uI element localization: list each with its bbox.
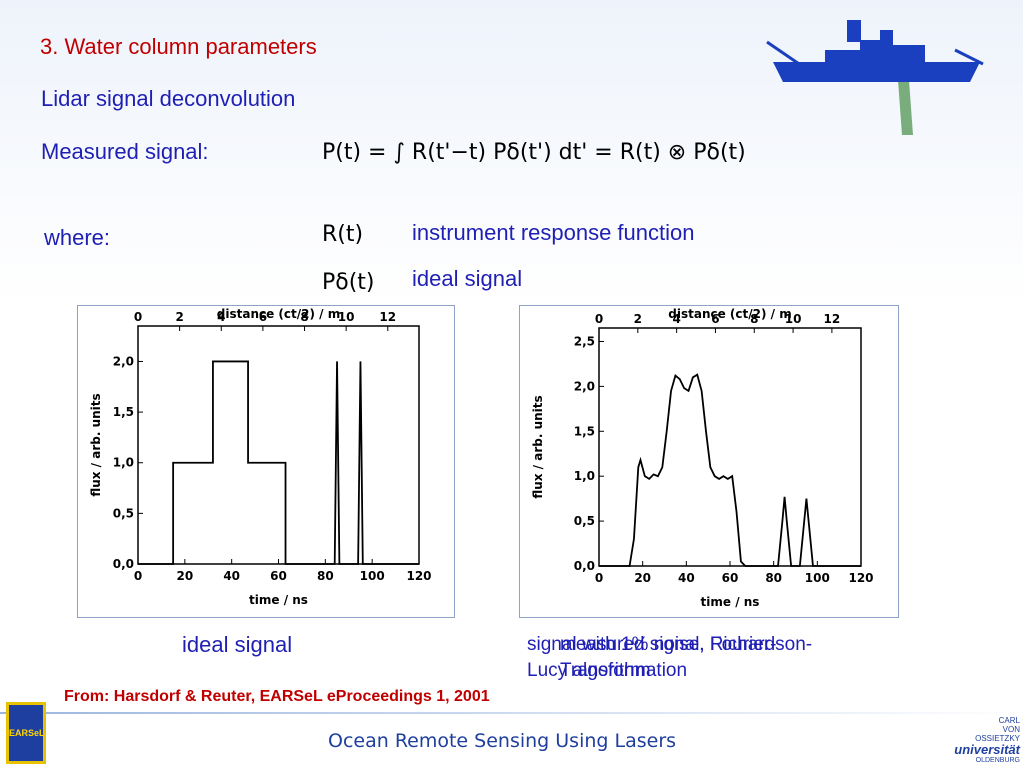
x2-tick-label: 4 bbox=[672, 312, 680, 326]
x-tick-label: 20 bbox=[634, 571, 651, 585]
footer: Ocean Remote Sensing Using Lasers bbox=[328, 730, 677, 752]
y-tick-label: 2,5 bbox=[574, 334, 595, 348]
formula: P(t) = ∫ R(t'−t) Pδ(t') dt' = R(t) ⊗ Pδ(… bbox=[322, 140, 746, 165]
chart: 0 20 40 60 80 100 120 0 2 4 6 8 10 12 0,0 0,5 1,0 1,5 2,0 2… bbox=[519, 305, 899, 618]
x-tick-label: 80 bbox=[765, 571, 782, 585]
term-symbol: Pδ(t) bbox=[322, 270, 375, 295]
x2-axis-label: distance (ct/2) / m bbox=[668, 307, 791, 321]
x-tick-label: 120 bbox=[406, 569, 431, 583]
heading: 3. Water column parameters bbox=[40, 34, 317, 59]
x2-tick-label: 12 bbox=[379, 310, 396, 324]
term-meaning: ideal signal bbox=[412, 266, 523, 291]
x2-tick-label: 6 bbox=[259, 310, 267, 324]
logo-text: CARL bbox=[998, 716, 1020, 725]
x2-axis-label: distance (ct/2) / m bbox=[217, 307, 340, 321]
x-axis-label: time / ns bbox=[701, 595, 760, 609]
x-tick-label: 60 bbox=[270, 569, 287, 583]
logo-text: VON bbox=[1002, 725, 1020, 734]
subheading: Lidar signal deconvolution bbox=[41, 86, 296, 111]
plot-frame bbox=[137, 325, 420, 565]
x2-tick-label: 6 bbox=[711, 312, 719, 326]
x-tick-label: 120 bbox=[848, 571, 873, 585]
y-axis-label: flux / arb. units bbox=[89, 393, 103, 496]
y-tick-label: 0,0 bbox=[113, 557, 134, 571]
logo-text: universität bbox=[954, 742, 1020, 757]
signal-line bbox=[138, 360, 419, 565]
x-tick-label: 40 bbox=[223, 569, 240, 583]
y-tick-label: 0,5 bbox=[113, 506, 134, 520]
y-axis-label: flux / arb. units bbox=[531, 395, 545, 498]
x2-tick-label: 0 bbox=[134, 310, 142, 324]
x-tick-label: 100 bbox=[805, 571, 830, 585]
x-tick-label: 20 bbox=[176, 569, 193, 583]
x2-tick-label: 2 bbox=[175, 310, 183, 324]
x-tick-label: 0 bbox=[595, 571, 603, 585]
y-tick-label: 0,0 bbox=[574, 559, 595, 573]
x2-tick-label: 10 bbox=[785, 312, 802, 326]
where-label: where: bbox=[44, 225, 111, 250]
y-tick-label: 1,5 bbox=[113, 405, 134, 419]
y-tick-label: 2,0 bbox=[113, 354, 134, 368]
term-meaning: instrument response function bbox=[412, 220, 695, 245]
x2-tick-label: 8 bbox=[750, 312, 758, 326]
x-tick-label: 0 bbox=[134, 569, 142, 583]
x2-tick-label: 0 bbox=[595, 312, 603, 326]
plot-frame bbox=[598, 327, 862, 567]
caption: measured signal, Fourier-Transformation bbox=[560, 634, 777, 681]
x-tick-label: 60 bbox=[722, 571, 739, 585]
y-tick-label: 2,0 bbox=[574, 379, 595, 393]
x-axis-label: time / ns bbox=[249, 593, 308, 607]
caption: signal with 1% noise, Richardson-Lucy al… bbox=[527, 634, 813, 681]
x-tick-label: 40 bbox=[678, 571, 695, 585]
y-tick-label: 1,5 bbox=[574, 424, 595, 438]
x-tick-label: 100 bbox=[360, 569, 385, 583]
x2-tick-label: 10 bbox=[338, 310, 355, 324]
chart: 0 20 40 60 80 100 120 0 2 4 6 8 10 12 0,0 0,5 1,0 1,5 2,0 t… bbox=[77, 305, 455, 618]
source: From: Harsdorf & Reuter, EARSeL eProceed… bbox=[64, 688, 490, 705]
logo-text: OLDENBURG bbox=[975, 757, 1020, 764]
logo-right: CARL VON OSSIETZKY universität OLDENBURG bbox=[925, 716, 1020, 765]
logo-text: OSSIETZKY bbox=[975, 734, 1020, 743]
x-tick-label: 80 bbox=[317, 569, 334, 583]
x2-tick-label: 4 bbox=[217, 310, 225, 324]
caption: ideal signal bbox=[182, 632, 293, 657]
footer-line bbox=[0, 712, 1023, 714]
measured-label: Measured signal: bbox=[41, 139, 209, 164]
ship-icon bbox=[766, 20, 984, 135]
y-tick-label: 1,0 bbox=[574, 469, 595, 483]
signal-line bbox=[599, 373, 861, 567]
x2-tick-label: 8 bbox=[300, 310, 308, 324]
y-tick-label: 0,5 bbox=[574, 514, 595, 528]
y-tick-label: 1,0 bbox=[113, 456, 134, 470]
x2-tick-label: 2 bbox=[634, 312, 642, 326]
x2-tick-label: 12 bbox=[824, 312, 841, 326]
logo-left: EARSeL bbox=[6, 702, 46, 764]
term-symbol: R(t) bbox=[322, 222, 364, 247]
